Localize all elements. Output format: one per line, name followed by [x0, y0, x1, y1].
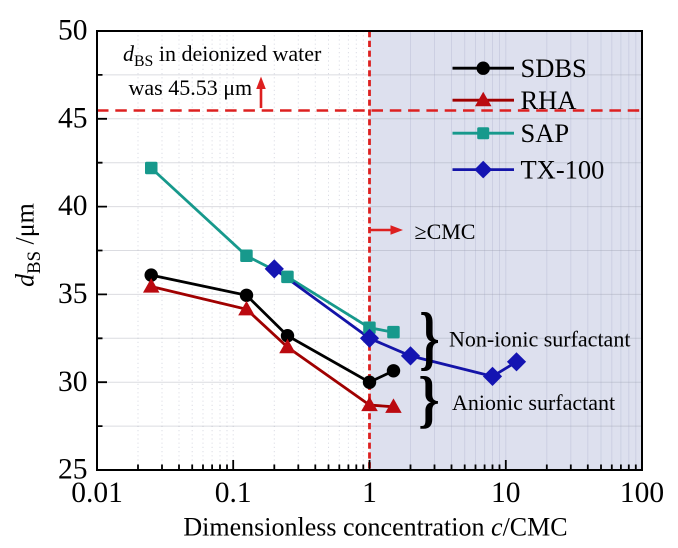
svg-text:SAP: SAP [521, 118, 570, 148]
svg-text:0.1: 0.1 [215, 477, 252, 509]
svg-text:≥CMC: ≥CMC [415, 219, 476, 244]
svg-text:30: 30 [58, 366, 88, 398]
svg-text:10: 10 [491, 477, 521, 509]
svg-text:25: 25 [58, 454, 88, 486]
svg-text:was 45.53 μm: was 45.53 μm [129, 75, 253, 100]
svg-text:100: 100 [620, 477, 664, 509]
svg-text:1: 1 [362, 477, 377, 509]
svg-text:dBS /μm: dBS /μm [11, 203, 46, 287]
svg-text:}: } [418, 363, 439, 434]
svg-text:RHA: RHA [521, 85, 577, 115]
svg-text:50: 50 [58, 15, 88, 47]
svg-text:SDBS: SDBS [521, 53, 587, 83]
svg-text:0.01: 0.01 [71, 477, 123, 509]
svg-text:Dimensionless concentration c/: Dimensionless concentration c/CMC [183, 513, 567, 542]
svg-text:40: 40 [58, 190, 88, 222]
svg-text:TX-100: TX-100 [521, 154, 605, 184]
svg-text:dBS in deionized water: dBS in deionized water [123, 41, 322, 70]
svg-text:35: 35 [58, 278, 88, 310]
svg-text:Non-ionic surfactant: Non-ionic surfactant [449, 327, 630, 352]
svg-text:45: 45 [58, 102, 88, 134]
svg-text:Anionic surfactant: Anionic surfactant [452, 390, 615, 415]
svg-text:}: } [419, 300, 439, 378]
